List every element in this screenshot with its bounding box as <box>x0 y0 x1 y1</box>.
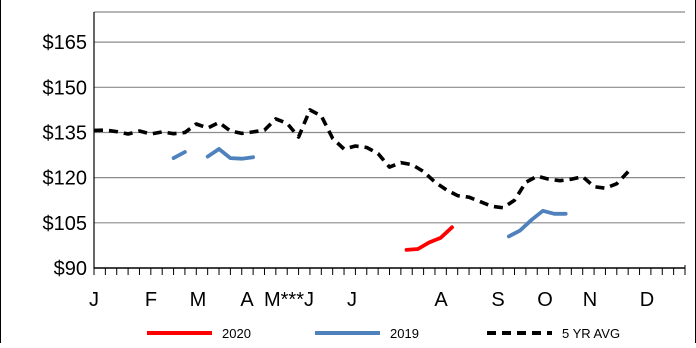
legend: 2020 2019 5 YR AVG <box>147 326 620 341</box>
grid-layer <box>94 11 685 224</box>
x-tick-label: F <box>145 289 157 311</box>
y-tick-label: $90 <box>54 258 87 280</box>
series-line-2019 <box>205 147 255 161</box>
x-tick-label: J <box>89 289 99 311</box>
y-tick-label: $150 <box>43 77 88 99</box>
series-line-2020 <box>404 225 454 252</box>
x-tick-label: M***J <box>264 289 314 311</box>
x-tick-label: M <box>190 289 207 311</box>
series-layer <box>93 108 630 252</box>
y-tick-label: $120 <box>43 168 88 190</box>
y-tick-label: $135 <box>43 122 88 144</box>
legend-label-2019: 2019 <box>390 326 419 341</box>
y-tick-label: $105 <box>43 213 88 235</box>
legend-label-2020: 2020 <box>222 326 251 341</box>
series-line-2019 <box>506 208 568 239</box>
x-tick-label: O <box>537 289 553 311</box>
y-tick-label: $165 <box>43 32 88 54</box>
x-tick-label: N <box>583 289 597 311</box>
x-tick-label: A <box>434 289 448 311</box>
x-tick-label: S <box>491 289 504 311</box>
x-tick-label: J <box>347 289 357 311</box>
y-tick-labels: $90 $105 $120 $135 $150 $165 <box>43 32 88 280</box>
x-tick-label: D <box>640 289 654 311</box>
series-line-5-yr-avg <box>93 108 630 210</box>
x-tick-labels: J F M A M***J J A S O N D <box>89 289 654 311</box>
legend-label-5-yr-avg: 5 YR AVG <box>562 326 620 341</box>
x-tick-label: A <box>240 289 254 311</box>
series-line-2019 <box>171 150 187 160</box>
